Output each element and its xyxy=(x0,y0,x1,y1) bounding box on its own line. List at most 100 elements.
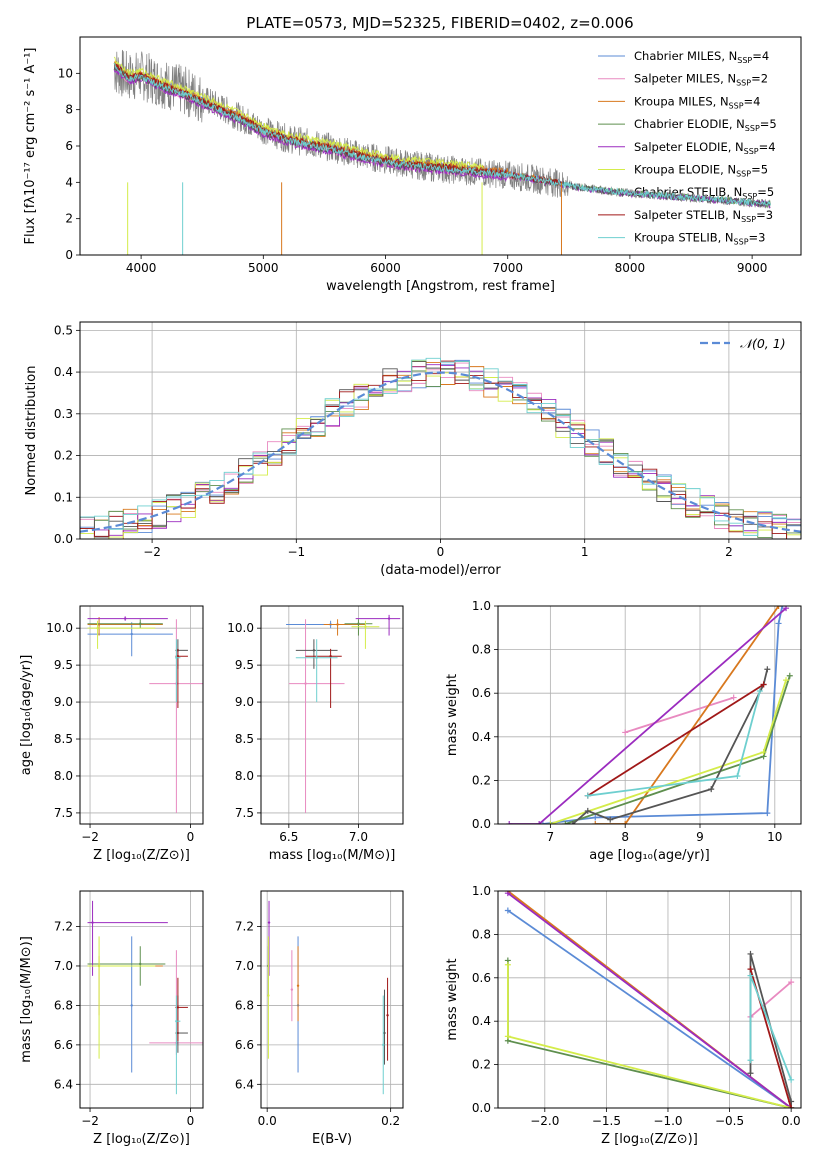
weight-marker-chabrier_stelib xyxy=(747,950,754,957)
point-kroupa_miles xyxy=(336,623,339,626)
tick-label-x: 1 xyxy=(581,545,589,559)
legend-label: Chabrier ELODIE, NSSP=5 xyxy=(634,117,777,133)
weight-line-chabrier_miles xyxy=(507,909,792,1108)
point-salpeter_stelib xyxy=(329,655,332,658)
point-kroupa_stelib xyxy=(382,1043,385,1047)
tick-label-y: 0.8 xyxy=(472,643,491,657)
tick-label-y: 10 xyxy=(58,66,73,80)
point-salpeter_elodie xyxy=(267,921,271,924)
spectrum-lines xyxy=(113,49,771,255)
weight-marker-salpeter_elodie xyxy=(536,821,543,824)
tick-label-y: 2 xyxy=(65,212,73,226)
axes-mass_vs_ebv: 0.0 0.2 6.4 6.6 6.8 7.0 7.2 E(B-V) xyxy=(235,891,403,1147)
weight-marker-chabrier_stelib xyxy=(708,786,715,793)
weight-marker-kroupa_stelib xyxy=(788,1076,795,1083)
weight-marker-salpeter_miles xyxy=(730,694,737,701)
tick-label-x: 8 xyxy=(621,830,629,844)
legend-label: Kroupa STELIB, NSSP=3 xyxy=(634,231,765,247)
spectrum-model-line-kroupa_elodie xyxy=(113,56,484,171)
point-kroupa_elodie xyxy=(364,625,367,628)
residuals-frame xyxy=(79,321,802,540)
tick-label-x: 0 xyxy=(187,1114,195,1128)
axis-label-y: age [log₁₀(age/yr)] xyxy=(19,655,34,776)
tick-label-y: 4 xyxy=(65,175,73,189)
point-salpeter_stelib xyxy=(176,655,180,658)
tick-label-y: 8.0 xyxy=(54,769,73,783)
age_vs_Z-frame xyxy=(79,605,204,825)
histogram-step-salpeter_stelib xyxy=(80,360,801,539)
weight-marker-chabrier_stelib xyxy=(584,807,591,814)
tick-label-x: 9000 xyxy=(737,261,768,275)
tick-label-y: 0.3 xyxy=(54,407,73,421)
errorbars-mass_vs_ebv xyxy=(267,900,389,1095)
tick-label-y: 1.0 xyxy=(472,599,491,613)
axis-label-x: Z [log₁₀(Z/Z⊙)] xyxy=(93,1132,190,1147)
legend-label: Kroupa ELODIE, NSSP=5 xyxy=(634,163,768,179)
tick-label-y: 10.0 xyxy=(227,621,254,635)
axis-label-x: Z [log₁₀(Z/Z⊙)] xyxy=(601,1132,698,1147)
cum_weight_vs_Z-frame xyxy=(497,890,802,1109)
weight-marker-salpeter_miles xyxy=(622,729,629,736)
weight-marker-chabrier_stelib xyxy=(607,816,614,823)
point-salpeter_stelib xyxy=(176,1006,180,1009)
tick-label-y: 6.4 xyxy=(235,1077,254,1091)
axis-label-x: Z [log₁₀(Z/Z⊙)] xyxy=(93,848,190,863)
errorbars-age_vs_Z xyxy=(87,616,203,813)
tick-label-y: 7.2 xyxy=(235,920,254,934)
tick-label-x: −1.5 xyxy=(592,1114,621,1128)
tick-label-y: 7.0 xyxy=(54,959,73,973)
legend-spectrum: Chabrier MILES, NSSP=4 Salpeter MILES, NS… xyxy=(598,49,777,247)
weight-line-salpeter_stelib xyxy=(587,683,765,797)
tick-label-x: −2.0 xyxy=(530,1114,559,1128)
tick-label-y: 0.2 xyxy=(472,1058,491,1072)
axis-label-y: Normed distribution xyxy=(24,366,39,496)
weight-marker-chabrier_elodie xyxy=(786,672,793,679)
spectrum-frame xyxy=(79,36,802,256)
errorbars-mass_vs_Z xyxy=(87,900,203,1095)
tick-label-x: −1.0 xyxy=(653,1114,682,1128)
tick-label-y: 6.8 xyxy=(235,998,254,1012)
tick-label-y: 0.4 xyxy=(54,365,73,379)
normal-curve xyxy=(80,371,801,533)
tick-label-x: 6.5 xyxy=(279,830,298,844)
weight-marker-chabrier_elodie xyxy=(562,821,569,824)
weight-marker-chabrier_miles xyxy=(779,606,786,609)
axis-label-y: mass weight xyxy=(445,674,460,756)
tick-label-y: 0.6 xyxy=(472,686,491,700)
figure-title: PLATE=0573, MJD=52325, FIBERID=0402, z=0… xyxy=(246,14,633,32)
axis-label-x: wavelength [Angstrom, rest frame] xyxy=(326,279,555,294)
tick-label-x: 7000 xyxy=(492,261,523,275)
tick-label-y: 9.5 xyxy=(235,658,254,672)
weight-marker-kroupa_miles xyxy=(622,821,629,824)
tick-label-x: 7.0 xyxy=(349,830,368,844)
point-kroupa_stelib xyxy=(315,656,318,659)
tick-label-y: 8.5 xyxy=(235,732,254,746)
axes-spectrum: 4000 5000 6000 7000 8000 9000 0 2 4 6 8 10 wavelengt… xyxy=(23,48,767,295)
axis-label-x: age [log₁₀(age/yr)] xyxy=(589,848,710,863)
weight-marker-kroupa_elodie xyxy=(783,677,790,684)
tick-label-y: 0.2 xyxy=(54,449,73,463)
axes-residuals: −2 −1 0 1 2 0.0 0.1 0.2 0.3 0.4 0.5 (data-model)/er… xyxy=(24,322,801,578)
legend-label: Kroupa MILES, NSSP=4 xyxy=(634,94,760,110)
tick-label-y: 0 xyxy=(65,248,73,262)
weight-line-chabrier_stelib xyxy=(572,668,769,824)
tick-label-x: 0 xyxy=(437,545,445,559)
histogram-step-kroupa_stelib xyxy=(80,357,801,539)
point-salpeter_miles xyxy=(304,682,307,685)
weight-marker-salpeter_stelib xyxy=(760,681,767,688)
tick-label-y: 8.0 xyxy=(235,769,254,783)
tick-label-x: 0.0 xyxy=(782,1114,801,1128)
point-salpeter_elodie xyxy=(91,921,94,924)
point-chabrier_miles xyxy=(130,1004,133,1007)
tick-label-x: 0.2 xyxy=(381,1114,400,1128)
point-chabrier_elodie xyxy=(139,622,142,625)
tick-label-y: 0.8 xyxy=(472,927,491,941)
weight-marker-kroupa_stelib xyxy=(584,792,591,799)
tick-label-x: 0 xyxy=(187,830,195,844)
weight-marker-kroupa_stelib xyxy=(734,773,741,780)
mass_vs_Z-frame xyxy=(79,890,204,1109)
tick-label-y: 6.4 xyxy=(54,1077,73,1091)
point-chabrier_stelib xyxy=(312,649,316,652)
weight-marker-chabrier_miles xyxy=(775,620,782,627)
spectrum-model-line-kroupa_stelib xyxy=(113,62,771,207)
